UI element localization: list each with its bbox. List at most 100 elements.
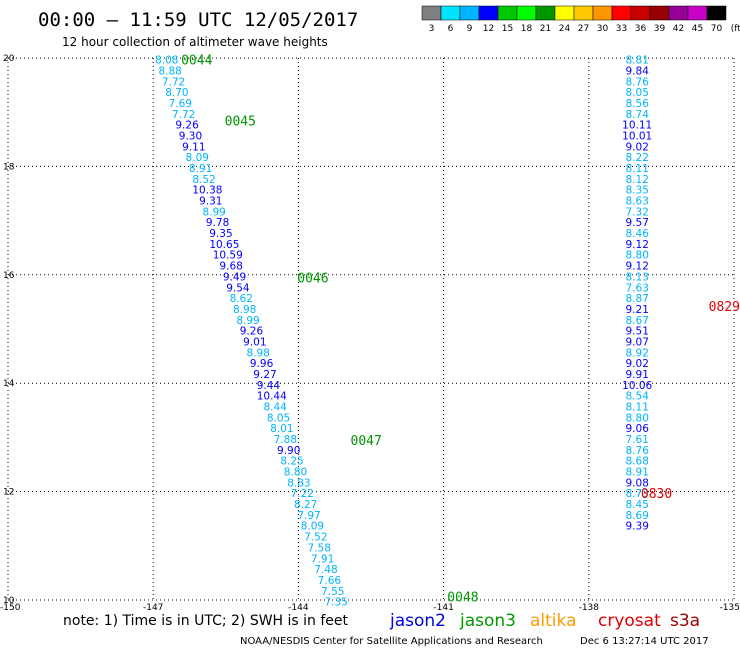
colorbar-swatch: [611, 5, 632, 21]
swh-value-label: 7.58: [308, 542, 331, 554]
y-tick-label: 16: [3, 271, 15, 281]
swh-value-label: 9.68: [219, 261, 242, 273]
colorbar-label: 27: [578, 24, 589, 34]
swh-value-label: 8.91: [626, 467, 649, 479]
colorbar-label: 39: [654, 24, 666, 34]
pass-time-label: 0045: [225, 114, 256, 129]
colorbar-swatch: [668, 5, 689, 21]
swh-value-label: 9.26: [175, 120, 199, 132]
y-tick-label: 12: [3, 488, 14, 498]
chart-subtitle: 12 hour collection of altimeter wave hei…: [62, 35, 328, 49]
swh-value-label: 10.11: [622, 120, 652, 132]
swh-value-label: 8.05: [626, 87, 649, 99]
colorbar-swatch: [535, 5, 556, 21]
swh-value-label: 7.55: [321, 586, 344, 598]
swh-value-label: 10.59: [213, 250, 243, 262]
swh-value-label: 8.56: [626, 98, 650, 110]
swh-value-label: 10.65: [209, 239, 239, 251]
x-tick-labels: -150 -147 -144 -141 -138 -135: [0, 603, 740, 613]
colorbar-swatch: [554, 5, 575, 21]
swh-value-label: 8.92: [626, 347, 649, 359]
swh-value-label: 9.96: [250, 358, 274, 370]
footer-credit: NOAA/NESDIS Center for Satellite Applica…: [240, 636, 543, 647]
satellite-legend: jason2 jason3 altika cryosat s3a: [389, 611, 700, 631]
swh-value-label: 8.63: [626, 196, 649, 208]
colorbar-swatch: [516, 5, 537, 21]
swh-value-label: 10.44: [257, 391, 287, 403]
swh-value-label: 8.98: [247, 347, 270, 359]
swh-value-label: 8.80: [626, 250, 649, 262]
swh-value-label: 8.98: [233, 304, 256, 316]
colorbar-label: 30: [597, 24, 609, 34]
swh-value-label: 8.76: [626, 76, 650, 88]
swh-value-label: 8.76: [626, 445, 650, 457]
pass-time-label: 0830: [641, 487, 672, 502]
x-tick-label: -150: [0, 603, 21, 613]
plot-grid: [7, 57, 735, 601]
swh-value-label: 7.61: [626, 434, 649, 446]
swh-value-label: 9.44: [257, 380, 281, 392]
swh-value-label: 8.67: [626, 315, 649, 327]
swh-value-label: 8.62: [230, 293, 253, 305]
swh-value-label: 9.26: [240, 326, 264, 338]
sat-legend-cryosat: cryosat: [598, 611, 661, 631]
swh-value-label: 8.05: [267, 412, 290, 424]
swh-value-label: 8.22: [626, 152, 649, 164]
swh-value-label: 8.46: [626, 228, 650, 240]
swh-value-label: 7.52: [304, 532, 327, 544]
swh-value-label: 7.69: [169, 98, 192, 110]
colorbar-label: 70: [711, 24, 723, 34]
swh-value-label: 8.52: [192, 174, 215, 186]
swh-value-label: 8.91: [189, 163, 212, 175]
swh-value-label: 9.02: [626, 358, 649, 370]
swh-value-label: 9.01: [243, 336, 266, 348]
pass-time-label: 0044: [181, 54, 212, 69]
swh-value-label: 9.27: [253, 369, 276, 381]
swh-value-label: 7.22: [291, 488, 314, 500]
y-tick-label: 14: [3, 379, 15, 389]
colorbar-label: 9: [467, 24, 473, 34]
y-tick-label: 20: [3, 54, 15, 64]
swh-value-label: 7.91: [311, 553, 334, 565]
colorbar-swatch: [687, 5, 708, 21]
colorbar-label: 3: [429, 24, 435, 34]
colorbar-swatch: [592, 5, 613, 21]
colorbar-label: 12: [483, 24, 494, 34]
swh-value-label: 9.84: [626, 65, 650, 77]
colorbar-swatch: [421, 5, 442, 21]
swh-value-label: 8.45: [626, 499, 649, 511]
swh-value-label: 8.35: [626, 185, 649, 197]
swh-value-label: 7.72: [172, 109, 195, 121]
colorbar-label: 33: [616, 24, 627, 34]
swh-value-label: 9.02: [626, 141, 649, 153]
swh-value-label: 8.69: [626, 510, 649, 522]
swh-value-label: 9.06: [626, 423, 650, 435]
swh-value-label: 8.73: [626, 488, 649, 500]
colorbar-swatch: [630, 5, 651, 21]
swh-value-label: 8.25: [280, 456, 303, 468]
swh-value-label: 9.39: [626, 521, 649, 533]
colorbar-label: 21: [540, 24, 551, 34]
swh-value-label: 7.32: [626, 206, 649, 218]
swh-value-label: 7.88: [274, 434, 297, 446]
swh-value-label: 8.09: [186, 152, 209, 164]
swh-value-label: 8.08: [155, 55, 178, 67]
swh-value-label: 7.35: [324, 597, 347, 609]
swh-value-label: 10.06: [622, 380, 652, 392]
swh-data-points: 8.088.887.728.707.697.729.269.309.118.09…: [155, 55, 652, 609]
swh-value-label: 9.91: [626, 369, 649, 381]
pass-time-label: 0047: [351, 434, 382, 449]
colorbar-swatch: [497, 5, 518, 21]
colorbar-label: 15: [502, 24, 513, 34]
swh-value-label: 8.54: [626, 391, 650, 403]
y-tick-label: 18: [3, 162, 15, 172]
swh-value-label: 9.57: [626, 217, 649, 229]
colorbar-label: 45: [692, 24, 703, 34]
pass-time-label: 0829: [709, 300, 740, 315]
sat-legend-s3a: s3a: [670, 611, 700, 631]
swh-value-label: 10.01: [622, 131, 652, 143]
swh-value-label: 7.66: [318, 575, 342, 587]
y-tick-labels: 10 12 14 16 18 20: [3, 54, 15, 606]
swh-value-label: 8.99: [236, 315, 259, 327]
